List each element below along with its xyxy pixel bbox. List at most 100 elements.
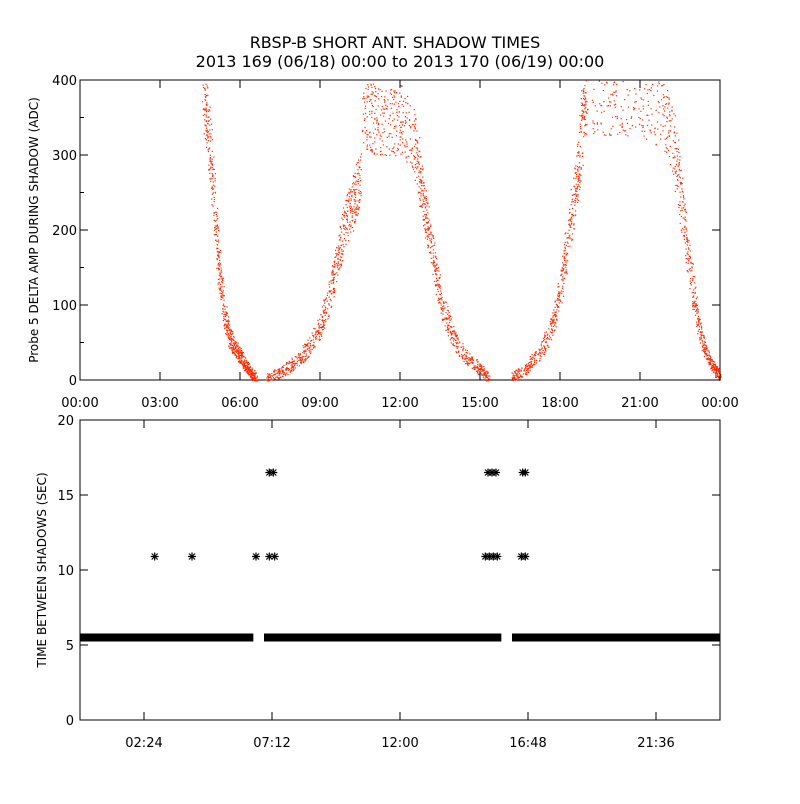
amplitude-point bbox=[222, 292, 224, 294]
amplitude-point bbox=[574, 215, 576, 217]
amplitude-point bbox=[356, 173, 358, 175]
amplitude-point bbox=[226, 324, 228, 326]
amplitude-point bbox=[680, 169, 682, 171]
amplitude-point bbox=[267, 380, 269, 382]
amplitude-point bbox=[246, 371, 248, 373]
amplitude-point bbox=[694, 287, 696, 289]
amplitude-point bbox=[272, 377, 274, 379]
amplitude-point bbox=[580, 180, 582, 182]
amplitude-point bbox=[520, 369, 522, 372]
amplitude-point bbox=[441, 299, 443, 301]
amplitude-point bbox=[634, 88, 636, 90]
amplitude-point bbox=[383, 128, 385, 130]
amplitude-point bbox=[374, 95, 376, 97]
amplitude-point bbox=[228, 347, 231, 349]
amplitude-point bbox=[382, 112, 384, 114]
amplitude-point bbox=[216, 267, 218, 269]
amplitude-point bbox=[514, 378, 516, 380]
amplitude-point bbox=[416, 141, 419, 143]
amplitude-point bbox=[358, 167, 361, 169]
amplitude-point bbox=[702, 334, 704, 336]
amplitude-point bbox=[709, 355, 711, 357]
amplitude-point bbox=[334, 256, 336, 258]
amplitude-point bbox=[216, 240, 218, 242]
amplitude-point bbox=[393, 103, 395, 105]
amplitude-point bbox=[241, 354, 243, 356]
amplitude-point bbox=[574, 199, 576, 201]
amplitude-point bbox=[346, 218, 348, 220]
amplitude-point bbox=[708, 350, 710, 352]
amplitude-point bbox=[711, 365, 713, 367]
amplitude-point bbox=[432, 245, 434, 247]
amplitude-point bbox=[530, 361, 532, 363]
amplitude-point bbox=[432, 249, 434, 251]
bottom-data-points bbox=[80, 468, 720, 642]
amplitude-point bbox=[214, 180, 216, 182]
amplitude-point bbox=[406, 117, 408, 119]
amplitude-point bbox=[392, 120, 394, 122]
amplitude-point bbox=[205, 139, 207, 141]
amplitude-point bbox=[352, 175, 355, 178]
amplitude-point bbox=[293, 365, 296, 367]
amplitude-point bbox=[706, 354, 709, 356]
amplitude-point bbox=[482, 376, 484, 378]
amplitude-point bbox=[697, 317, 699, 319]
amplitude-point bbox=[253, 372, 255, 374]
amplitude-point bbox=[689, 250, 691, 252]
amplitude-point bbox=[710, 367, 713, 369]
amplitude-point bbox=[388, 135, 390, 137]
amplitude-point bbox=[217, 267, 219, 269]
amplitude-point bbox=[333, 296, 335, 298]
amplitude-point bbox=[222, 290, 224, 292]
amplitude-point bbox=[418, 186, 420, 188]
amplitude-point bbox=[699, 331, 701, 333]
amplitude-point bbox=[273, 371, 275, 373]
amplitude-point bbox=[283, 372, 285, 374]
amplitude-point bbox=[359, 190, 362, 193]
amplitude-point bbox=[668, 103, 670, 105]
amplitude-point bbox=[417, 142, 419, 144]
amplitude-point bbox=[683, 196, 685, 198]
amplitude-point bbox=[575, 183, 577, 185]
amplitude-point bbox=[381, 153, 383, 155]
amplitude-point bbox=[235, 356, 238, 358]
amplitude-point bbox=[584, 105, 586, 107]
amplitude-point bbox=[557, 306, 559, 308]
amplitude-point bbox=[612, 125, 614, 127]
amplitude-point bbox=[717, 375, 719, 377]
amplitude-point bbox=[215, 228, 218, 230]
amplitude-point bbox=[220, 275, 222, 278]
baseline-band bbox=[512, 633, 720, 642]
amplitude-point bbox=[398, 105, 400, 107]
amplitude-point bbox=[645, 84, 647, 86]
amplitude-point bbox=[454, 333, 456, 335]
amplitude-point bbox=[336, 247, 338, 249]
amplitude-point bbox=[687, 262, 689, 264]
amplitude-point bbox=[534, 354, 536, 356]
amplitude-point bbox=[662, 97, 665, 99]
amplitude-point bbox=[664, 138, 666, 140]
amplitude-point bbox=[565, 266, 567, 268]
amplitude-point bbox=[245, 368, 247, 370]
amplitude-point bbox=[214, 185, 216, 187]
amplitude-point bbox=[413, 155, 415, 157]
amplitude-point bbox=[371, 112, 373, 114]
amplitude-point bbox=[401, 151, 403, 153]
amplitude-point bbox=[341, 253, 343, 255]
amplitude-point bbox=[227, 327, 229, 330]
amplitude-point bbox=[513, 377, 515, 379]
amplitude-point bbox=[576, 190, 578, 193]
amplitude-point bbox=[377, 88, 380, 90]
amplitude-point bbox=[663, 96, 665, 98]
amplitude-point bbox=[333, 277, 335, 279]
amplitude-point bbox=[285, 368, 287, 370]
amplitude-point bbox=[437, 283, 439, 285]
amplitude-point bbox=[662, 113, 664, 115]
amplitude-point bbox=[218, 282, 220, 284]
amplitude-point bbox=[675, 172, 677, 174]
amplitude-point bbox=[322, 322, 325, 324]
amplitude-point bbox=[707, 362, 709, 364]
amplitude-point bbox=[366, 101, 368, 103]
amplitude-point bbox=[286, 372, 288, 374]
amplitude-point bbox=[412, 166, 414, 168]
